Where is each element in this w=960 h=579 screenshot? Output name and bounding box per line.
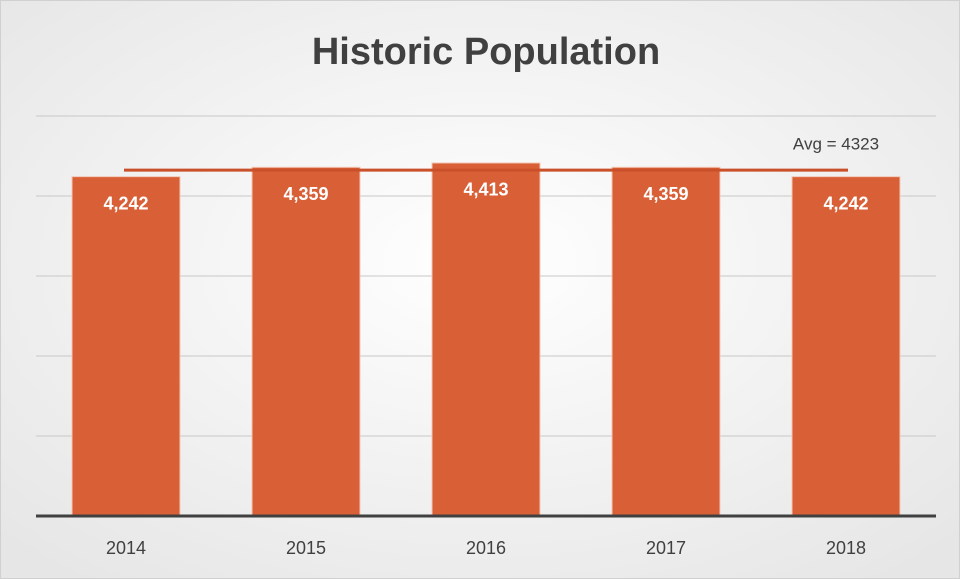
data-label: 4,242	[823, 193, 868, 213]
x-tick-label: 2018	[826, 538, 866, 558]
chart-title: Historic Population	[312, 31, 660, 73]
bar	[71, 176, 181, 517]
bar	[611, 166, 721, 517]
data-label: 4,242	[103, 193, 148, 213]
bar	[251, 166, 361, 517]
bar	[431, 162, 541, 517]
data-label: 4,359	[283, 184, 328, 204]
data-label: 4,413	[463, 180, 508, 200]
x-tick-label: 2014	[106, 538, 146, 558]
data-label: 4,359	[643, 184, 688, 204]
x-tick-label: 2017	[646, 538, 686, 558]
bar	[791, 176, 901, 517]
x-tick-label: 2016	[466, 538, 506, 558]
average-label: Avg = 4323	[793, 135, 879, 154]
x-tick-label: 2015	[286, 538, 326, 558]
